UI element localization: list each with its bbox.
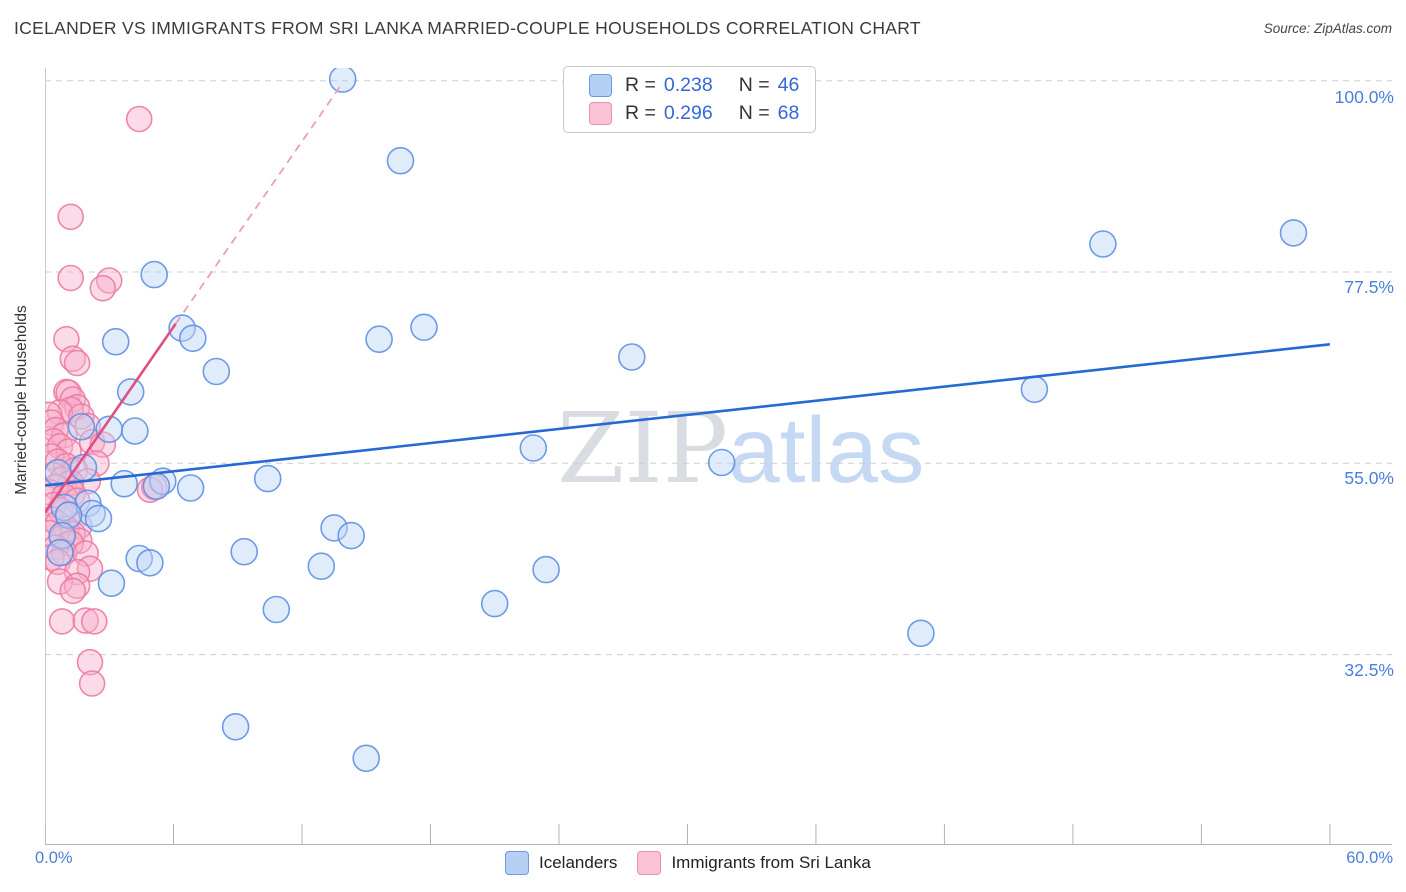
legend-row-icelanders: R = 0.238 N = 46 <box>589 74 815 97</box>
y-tick-55: 55.0% <box>1344 468 1394 488</box>
icelanders-swatch <box>589 74 612 97</box>
icelanders-point <box>480 589 509 618</box>
sri-lanka-legend-swatch <box>637 851 662 875</box>
icelanders-point <box>50 493 79 522</box>
icelanders-point <box>707 448 736 477</box>
r-value-icelanders: 0.238 <box>663 74 713 96</box>
sri-lanka-point <box>57 264 85 292</box>
icelanders-legend-label: Icelanders <box>539 853 618 872</box>
n-value-icelanders: 46 <box>777 74 800 96</box>
sri-lanka-point <box>72 607 100 634</box>
icelanders-point <box>46 538 74 567</box>
x-axis-min-label: 0.0% <box>35 849 73 867</box>
sri-lanka-point <box>57 203 85 231</box>
icelanders-point <box>320 514 348 542</box>
sri-lanka-point <box>59 577 87 605</box>
icelanders-point <box>1020 375 1049 404</box>
page-title: ICELANDER VS IMMIGRANTS FROM SRI LANKA M… <box>14 18 921 38</box>
icelanders-point <box>202 357 231 386</box>
sri-lanka-point <box>46 398 74 426</box>
x-axis-max-label: 60.0% <box>1346 849 1393 867</box>
sri-lanka-point <box>89 274 117 302</box>
icelanders-point <box>1089 230 1117 258</box>
bottom-legend: Icelanders Immigrants from Sri Lanka <box>505 851 871 875</box>
icelanders-point <box>386 146 415 175</box>
scatter-plot-area <box>45 68 1392 845</box>
icelanders-point <box>101 327 130 356</box>
icelanders-point <box>337 521 366 550</box>
y-tick-32-5: 32.5% <box>1344 660 1394 680</box>
sri-lanka-point <box>125 105 153 133</box>
icelanders-trend-line <box>45 342 1331 487</box>
r-label: R = <box>625 74 656 96</box>
icelanders-point <box>136 548 164 577</box>
sri-lanka-point <box>76 648 104 676</box>
icelanders-point <box>307 552 336 581</box>
icelanders-point <box>179 324 207 353</box>
r-label: R = <box>625 102 656 124</box>
icelanders-point <box>140 260 168 289</box>
sri-lanka-trend-line <box>45 323 177 514</box>
sri-lanka-legend-label: Immigrants from Sri Lanka <box>671 853 871 872</box>
icelanders-point <box>410 313 438 342</box>
icelanders-point <box>352 744 381 773</box>
icelanders-point <box>907 619 935 648</box>
icelanders-point <box>176 474 205 502</box>
icelanders-point <box>1279 219 1308 247</box>
icelanders-point <box>84 504 113 533</box>
icelanders-point <box>230 537 258 566</box>
icelanders-point <box>45 458 72 487</box>
icelanders-point <box>121 417 149 445</box>
n-value-sri-lanka: 68 <box>777 102 800 124</box>
y-axis-title: Married-couple Households <box>13 305 30 495</box>
icelanders-point <box>168 314 196 342</box>
sri-lanka-point <box>48 608 76 635</box>
sri-lanka-point <box>63 572 91 600</box>
r-value-sri-lanka: 0.296 <box>663 102 713 124</box>
sri-lanka-point <box>59 345 87 373</box>
legend-row-sri-lanka: R = 0.296 N = 68 <box>589 102 815 125</box>
icelanders-point <box>142 472 171 501</box>
icelanders-point <box>221 712 250 741</box>
correlation-legend-box: R = 0.238 N = 46 R = 0.296 N = 68 <box>563 66 816 133</box>
icelanders-legend-swatch <box>505 851 529 875</box>
icelanders-point <box>328 68 357 93</box>
y-tick-77-5: 77.5% <box>1344 277 1394 297</box>
icelanders-point <box>262 595 291 624</box>
icelanders-point <box>54 501 83 530</box>
source-credit: Source: ZipAtlas.com <box>1263 21 1392 36</box>
sri-lanka-point <box>63 349 91 377</box>
icelanders-point <box>532 555 560 584</box>
n-label: N = <box>738 74 770 96</box>
sri-lanka-swatch <box>589 102 612 125</box>
icelanders-point <box>519 434 548 462</box>
n-label: N = <box>738 102 770 124</box>
icelanders-point <box>67 412 96 441</box>
icelanders-point <box>365 325 393 354</box>
icelanders-point <box>253 464 282 493</box>
icelanders-point <box>617 343 646 371</box>
icelanders-point <box>97 569 126 598</box>
sri-lanka-point <box>80 608 108 635</box>
sri-lanka-point <box>78 670 106 697</box>
sri-lanka-trend-line-extension <box>174 85 342 325</box>
y-tick-100: 100.0% <box>1334 87 1394 107</box>
